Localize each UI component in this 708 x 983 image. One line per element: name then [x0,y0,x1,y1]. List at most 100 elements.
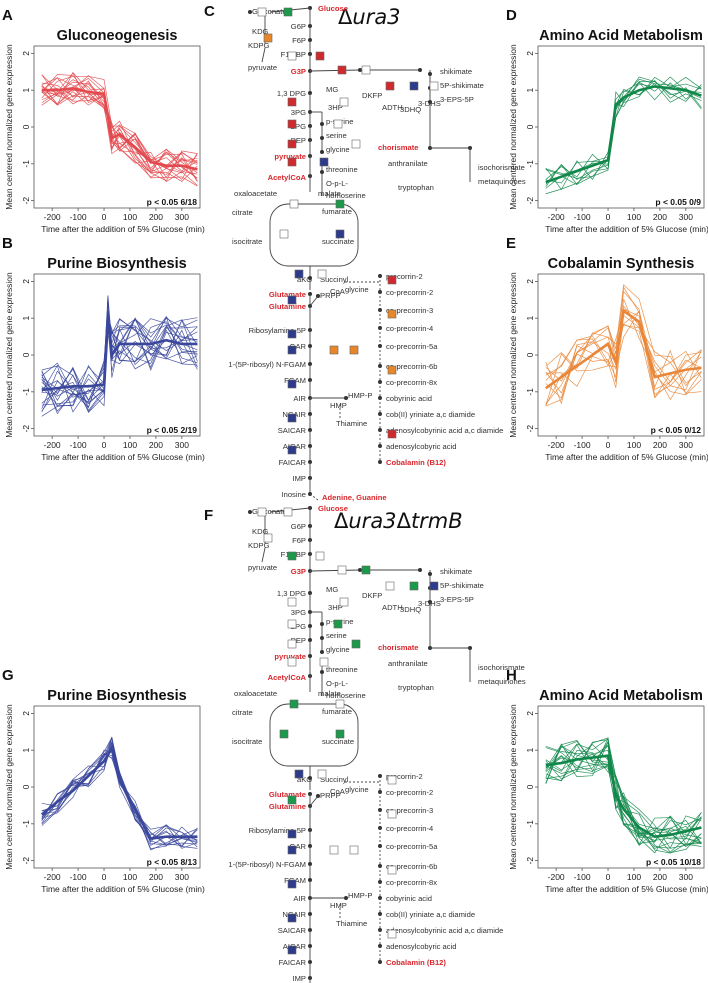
metabolite-hmp: HMP [330,401,347,410]
metabolite-s3p: 5P-shikimate [440,81,484,90]
metabolite-g6p: G6P [291,522,306,531]
x-tick-label: 0 [606,212,611,222]
gene-line [41,736,198,849]
gene-square [337,565,347,575]
node-dot [344,896,348,900]
metabolite-adth: ADTH [382,103,403,112]
gene-line [41,316,198,406]
chart-h: Amino Acid Metabolism -2 -1 0 1 2 -200 -100 0 100… [508,688,708,894]
metabolite-hmpp: HMP-P [348,891,372,900]
metabolite-hp3: 3HP [328,103,343,112]
metabolite-citrate: citrate [232,208,253,217]
gene-line [41,741,198,849]
metabolite-dkfp: DKFP [362,91,382,100]
metabolite-air: AIR [293,394,306,403]
x-tick-label: 100 [123,872,137,882]
gene-square [287,829,297,839]
series-group [545,284,702,407]
gene-line [545,745,702,844]
node-dot [418,68,422,72]
metabolite-dkfp: DKFP [362,591,382,600]
gene-square [387,309,397,319]
gene-square [287,619,297,629]
gene-line [41,298,198,412]
gene-square [319,657,329,667]
gene-square [385,81,395,91]
metabolite-pg2: 2PG [291,122,306,131]
x-tick-label: -200 [44,440,61,450]
metabolite-kdpg: KDPG [248,541,270,550]
y-tick-label: 1 [21,88,31,93]
panel-label-a: A [2,7,13,24]
gene-line [545,290,702,395]
gene-square [287,97,297,107]
metabolite-serine: serine [326,631,347,640]
x-tick-label: 200 [653,212,667,222]
metabolite-mg: MG [326,85,338,94]
x-tick-label: 0 [606,872,611,882]
metabolite-pyruvate: pyruvate [274,652,306,661]
metabolite-pc2: precorrin-2 [386,772,423,781]
x-tick-label: 100 [123,440,137,450]
y-tick-label: 2 [525,711,535,716]
x-tick-label: 200 [149,440,163,450]
y-tick-label: 2 [525,279,535,284]
gene-line [41,75,198,186]
metabolite-fumarate: fumarate [322,707,352,716]
gene-square [387,365,397,375]
gene-line [41,74,198,162]
gene-square [294,269,304,279]
x-tick-label: -200 [44,872,61,882]
x-tick-label: 100 [627,440,641,450]
gene-line [41,321,198,403]
x-tick-label: 0 [102,872,107,882]
gene-square [387,775,397,785]
metabolite-akg: aKG [297,275,312,284]
stat-label: p < 0.05 0/9 [655,197,701,207]
gene-line [545,79,702,189]
gene-square [283,7,293,17]
metabolite-acetylcoa: AcetylCoA [268,673,307,682]
gene-line [545,76,702,187]
metabolite-bpg: 1,3 DPG [277,589,306,598]
x-tick-label: 200 [149,212,163,222]
metabolite-adcobacid: adenosylcobyric acid [386,942,457,951]
gene-line [41,746,198,842]
tca-cycle [269,203,359,267]
chart-a: Gluconeogenesis -2 -1 0 1 2 -200 -100 0 100 200 300… [4,28,205,234]
x-tick-label: 200 [149,872,163,882]
metabolite-dhq: 3DHQ [400,605,421,614]
gene-square [287,597,297,607]
gene-square [279,229,289,239]
metabolite-pyruvate_top: pyruvate [248,563,277,572]
gene-square [287,413,297,423]
mean-line [545,85,702,184]
gene-square [287,879,297,889]
metabolite-tryptophan: tryptophan [398,183,434,192]
metabolite-cpc8x: co-precorrin-8x [386,878,437,887]
node-dot [320,670,324,674]
gene-square [287,329,297,339]
gene-line [41,310,198,409]
gene-line [545,749,702,849]
gene-square [349,845,359,855]
gene-square [429,581,439,591]
mean-line [545,308,702,390]
node-dot [428,600,432,604]
metabolite-imp: IMP [292,974,306,983]
edge [261,47,266,63]
y-tick-label: -1 [525,160,535,168]
gene-square [263,533,273,543]
series-group [41,295,198,417]
x-tick-label: 0 [102,212,107,222]
gene-square [315,551,325,561]
y-tick-label: 2 [525,51,535,56]
metabolite-succinyl: Succinyl [320,775,349,784]
x-tick-label: 300 [175,212,189,222]
metabolite-akg: aKG [297,775,312,784]
metabolite-tryptophan: tryptophan [398,683,434,692]
gene-square [329,345,339,355]
gene-square [349,345,359,355]
gene-square [283,507,293,517]
gene-square [387,809,397,819]
